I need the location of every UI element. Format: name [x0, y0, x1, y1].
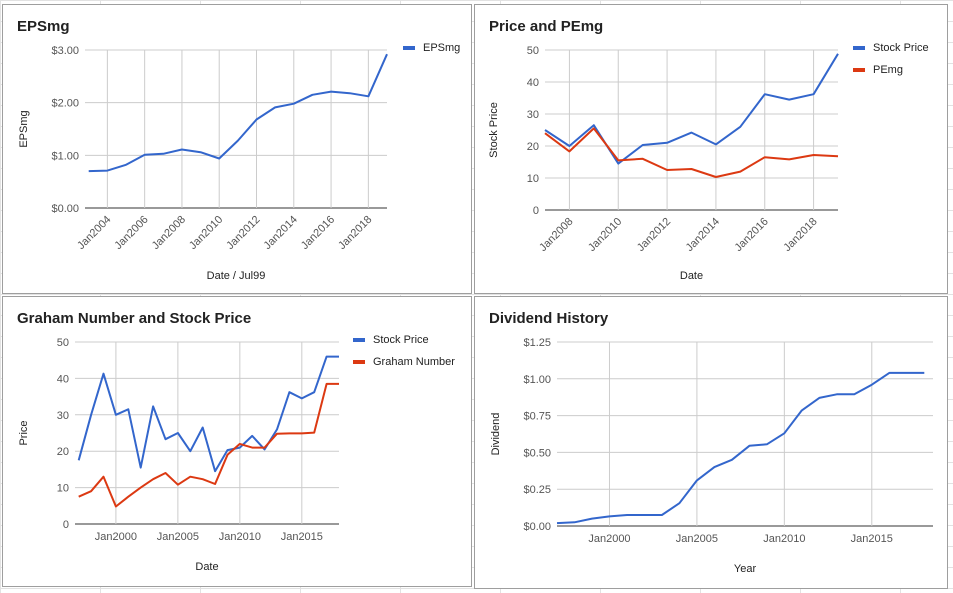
x-tick-label: Jan2014 [684, 216, 722, 254]
y-tick-label: 10 [527, 173, 539, 185]
legend-label: PEmg [873, 64, 903, 76]
x-tick-label: Jan2016 [299, 214, 337, 252]
x-axis-title: Date [195, 561, 218, 573]
legend-swatch [403, 46, 415, 50]
y-tick-label: 50 [57, 337, 69, 349]
y-tick-label: $0.75 [523, 411, 551, 423]
y-tick-label: 50 [527, 45, 539, 57]
chart-title: Dividend History [489, 310, 609, 327]
x-tick-label: Jan2018 [781, 216, 819, 254]
legend-label: Graham Number [373, 356, 455, 368]
x-tick-label: Jan2000 [588, 533, 630, 545]
x-tick-label: Jan2004 [75, 214, 113, 252]
y-tick-label: $0.25 [523, 484, 551, 496]
y-tick-label: $0.00 [523, 521, 551, 533]
legend-swatch [353, 338, 365, 342]
y-axis-title: Dividend [490, 413, 502, 456]
legend-swatch [853, 46, 865, 50]
x-tick-label: Jan2005 [157, 531, 199, 543]
y-axis-title: Stock Price [488, 102, 500, 158]
chart-panel-price-pemg[interactable]: Price and PEmg 0 10 20 30 40 50 Jan2008 Jan2010 J… [474, 4, 948, 294]
x-tick-label: Jan2008 [537, 216, 575, 254]
x-tick-label: Jan2005 [676, 533, 718, 545]
y-axis-title: EPSmg [18, 110, 30, 147]
x-axis-title: Date / Jul99 [207, 270, 266, 282]
y-tick-label: 0 [63, 519, 69, 531]
x-tick-label: Jan2010 [586, 216, 624, 254]
y-tick-label: 40 [57, 373, 69, 385]
legend-label: EPSmg [423, 42, 460, 54]
x-tick-label: Jan2012 [635, 216, 673, 254]
series-line-pemg[interactable] [544, 127, 839, 178]
y-tick-label: 20 [527, 141, 539, 153]
series-line-graham-number[interactable] [78, 382, 339, 508]
x-tick-label: Jan2010 [763, 533, 805, 545]
x-tick-label: Jan2000 [95, 531, 137, 543]
x-tick-label: Jan2015 [281, 531, 323, 543]
x-axis-title: Year [734, 563, 757, 575]
chart-panel-epsmg[interactable]: EPSmg $0.00 $1.00 $2.00 $3.00 Jan2004 Jan2006 J… [2, 4, 472, 294]
legend-swatch [853, 68, 865, 72]
y-tick-label: $1.00 [51, 150, 79, 162]
y-tick-label: 30 [57, 410, 69, 422]
x-tick-label: Jan2015 [851, 533, 893, 545]
y-tick-label: $3.00 [51, 45, 79, 57]
y-tick-label: $0.00 [51, 203, 79, 215]
x-tick-label: Jan2006 [112, 214, 150, 252]
chart-title: Price and PEmg [489, 18, 603, 35]
y-tick-label: $2.00 [51, 98, 79, 110]
x-tick-label: Jan2018 [336, 214, 374, 252]
y-tick-label: 10 [57, 483, 69, 495]
x-tick-label: Jan2010 [219, 531, 261, 543]
y-tick-label: $0.50 [523, 447, 551, 459]
y-tick-label: 40 [527, 77, 539, 89]
x-tick-label: Jan2014 [262, 214, 300, 252]
legend-label: Stock Price [873, 42, 929, 54]
chart-title: Graham Number and Stock Price [17, 310, 251, 327]
series-line-epsmg[interactable] [88, 53, 388, 173]
series-line-dividend[interactable] [556, 371, 925, 525]
series-line-stock-price[interactable] [77, 355, 339, 473]
legend-label: Stock Price [373, 334, 429, 346]
chart-svg: EPSmg$0.00$1.00$2.00$3.00Jan2004Jan2006J… [17, 18, 460, 282]
chart-panel-graham-number[interactable]: Graham Number and Stock Price 0 10 20 30 40 50… [2, 296, 472, 587]
chart-svg: Dividend History $0.00 $0.25 $0.50 $0.75 $1.0… [489, 310, 933, 575]
x-axis-title: Date [680, 270, 703, 282]
chart-title: EPSmg [17, 18, 70, 35]
chart-panel-dividend-history[interactable]: Dividend History $0.00 $0.25 $0.50 $0.75 $1.0… [474, 296, 948, 589]
legend-swatch [353, 360, 365, 364]
y-tick-label: $1.25 [523, 337, 551, 349]
chart-svg: Price and PEmg 0 10 20 30 40 50 Jan2008 Jan2010 J… [488, 18, 929, 282]
y-tick-label: $1.00 [523, 374, 551, 386]
y-tick-label: 20 [57, 446, 69, 458]
x-tick-label: Jan2016 [733, 216, 771, 254]
x-tick-label: Jan2008 [150, 214, 188, 252]
y-tick-label: 30 [527, 109, 539, 121]
series-line-stock-price[interactable] [544, 53, 839, 165]
x-tick-label: Jan2012 [224, 214, 262, 252]
chart-svg: Graham Number and Stock Price 0 10 20 30 40 50… [17, 310, 455, 573]
y-axis-title: Price [18, 420, 30, 445]
x-tick-label: Jan2010 [187, 214, 225, 252]
y-tick-label: 0 [533, 205, 539, 217]
